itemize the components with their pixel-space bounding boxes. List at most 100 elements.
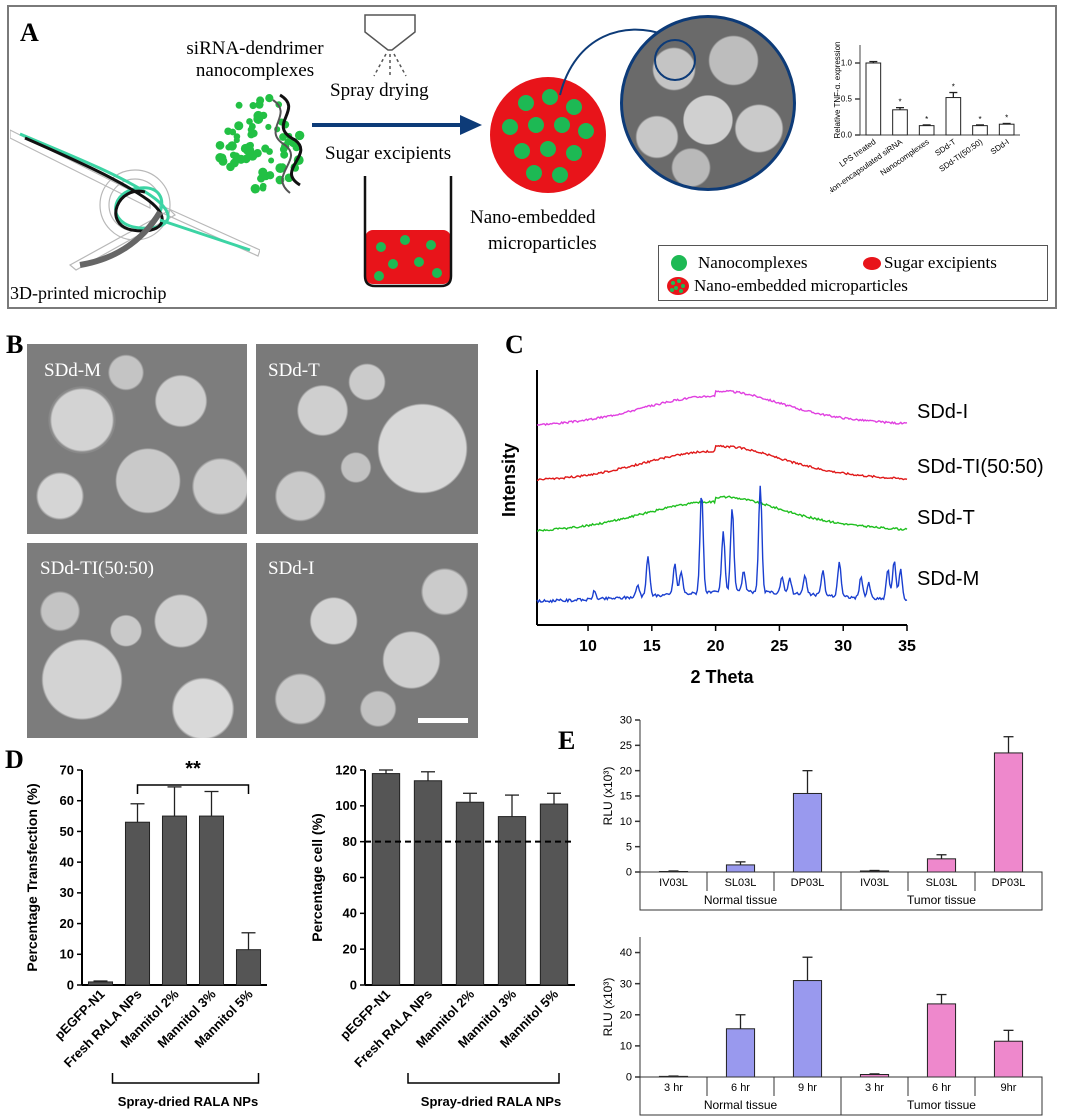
dendrimer-bead <box>280 150 289 159</box>
y-axis-label: RLU (x10³) <box>601 978 615 1037</box>
group-label: Spray-dried RALA NPs <box>118 1094 258 1109</box>
series-line <box>536 485 908 604</box>
y-tick-label: 20 <box>60 916 74 931</box>
dendrimer-bead <box>241 154 251 164</box>
legend-nano-embedded: Nano-embedded microparticles <box>694 276 908 295</box>
nanocomplex-label: siRNA-dendrimer nanocomplexes <box>170 38 340 82</box>
x-tick-label: IV03L <box>860 877 889 889</box>
sem-image-sdd-t <box>256 344 478 534</box>
dendrimer-bead <box>218 156 228 166</box>
x-tick-label: IV03L <box>659 877 688 889</box>
y-tick-label: 0 <box>626 1072 632 1084</box>
group-label: Tumor tissue <box>907 1098 976 1112</box>
dendrimer-bead <box>248 123 256 130</box>
sugar-legend-icon <box>863 257 881 270</box>
x-tick-label: SL03L <box>926 877 958 889</box>
bar <box>926 1003 957 1078</box>
y-axis-label: Intensity <box>499 443 519 517</box>
dendrimer-bead <box>246 118 253 125</box>
y-tick-label: 30 <box>60 885 74 900</box>
bar <box>124 821 151 986</box>
microchip-illustration <box>10 129 260 271</box>
x-tick-label: 35 <box>898 638 916 655</box>
group-bracket <box>111 1073 260 1084</box>
x-tick-label: 9 hr <box>798 1082 817 1094</box>
sem-label-sdd-m: SDd-M <box>44 360 102 381</box>
xrd-line-chart: 10 15 20 25 30 35 2 Theta Intensity SDd-I SDd-TI(… <box>499 370 1044 687</box>
bar <box>972 125 988 136</box>
sem-magnified-image <box>620 15 796 191</box>
dendrimer-bead <box>265 123 272 130</box>
x-tick-label: 3 hr <box>865 1082 884 1094</box>
y-axis-label: RLU (x10³) <box>601 767 615 826</box>
dendrimer-bead <box>224 127 232 136</box>
nano-embedded-label-line-1: Nano-embedded <box>470 207 596 228</box>
dendrimer-bead <box>253 110 264 121</box>
nano-embedded-legend-icon <box>667 277 689 295</box>
bar <box>865 62 882 136</box>
dendrimer-bead <box>268 157 275 164</box>
process-arrow <box>312 115 482 135</box>
bar <box>371 773 401 986</box>
y-tick-label: 1.0 <box>841 59 853 68</box>
rlu-time-bar-chart: 0 10 20 30 40 RLU (x10³) 3 hr 6 hr 9 hr 3 hr 6 hr 9… <box>601 937 1043 1116</box>
transfection-bar-chart: 0 10 20 30 40 50 60 70 Percentage Transfection (… <box>24 758 267 1109</box>
x-tick-label: DP03L <box>992 877 1026 889</box>
dendrimer-bead <box>235 101 243 109</box>
series-label: SDd-T <box>917 507 975 529</box>
significance-bracket <box>136 784 250 794</box>
group-label: Tumor tissue <box>907 893 976 907</box>
dendrimer-bead <box>215 140 225 150</box>
x-tick-label: Fresh RALA NPs <box>351 987 435 1071</box>
dendrimer-bead <box>294 130 305 141</box>
series-label: SDd-I <box>917 401 968 423</box>
y-tick-label: 40 <box>343 906 357 921</box>
bar <box>792 980 823 1078</box>
sem-image-sdd-i <box>256 543 478 738</box>
dendrimer-bead <box>253 148 262 158</box>
significance-marker: * <box>898 98 901 107</box>
rlu-tissue-bar-chart: 0 5 10 15 20 25 30 RLU (x10³) IV03L SL03L DP03L IV0… <box>601 715 1043 911</box>
bar <box>993 1040 1024 1078</box>
scale-bar <box>418 718 468 723</box>
group-bracket <box>407 1073 560 1084</box>
y-tick-label: 60 <box>60 793 74 808</box>
dendrimer-bead <box>249 102 257 110</box>
y-tick-label: 5 <box>626 841 632 853</box>
dendrimer-bead <box>256 96 265 105</box>
bar <box>161 815 188 986</box>
y-tick-label: 20 <box>620 1009 632 1021</box>
bar <box>235 949 262 986</box>
x-axis-label: 2 Theta <box>690 667 754 687</box>
dendrimer-bead <box>265 94 274 103</box>
sem-image-sdd-m <box>27 344 247 534</box>
x-tick-label: 15 <box>643 638 661 655</box>
y-tick-label: 70 <box>60 762 74 777</box>
microparticle-illustration <box>490 77 606 193</box>
y-tick-label: 120 <box>335 762 357 777</box>
bar <box>892 109 908 136</box>
x-tick-label: 25 <box>771 638 789 655</box>
y-tick-label: 0 <box>67 977 74 992</box>
panel-c-letter: C <box>505 330 524 359</box>
panel-d-letter: D <box>5 745 24 774</box>
dendrimer-bead <box>259 185 267 192</box>
sem-magnifier-connector <box>559 28 666 96</box>
x-tick-label: 6 hr <box>731 1082 750 1094</box>
sem-zoom-circle <box>654 39 696 81</box>
panel-a <box>7 5 1057 309</box>
bar <box>998 123 1015 136</box>
dendrimer-bead <box>278 163 287 171</box>
x-tick-label: 6 hr <box>932 1082 951 1094</box>
sugar-excipients-label: Sugar excipients <box>325 143 452 164</box>
significance-marker: ** <box>185 758 201 780</box>
y-tick-label: 0 <box>350 977 357 992</box>
microchip-label: 3D-printed microchip <box>10 283 167 303</box>
nanocomplex-label-line-2: nanocomplexes <box>195 60 315 81</box>
group-label: Spray-dried RALA NPs <box>421 1094 561 1109</box>
bar <box>413 780 443 986</box>
bar <box>918 125 935 136</box>
y-tick-label: 60 <box>343 870 357 885</box>
x-tick-label: 10 <box>579 638 597 655</box>
